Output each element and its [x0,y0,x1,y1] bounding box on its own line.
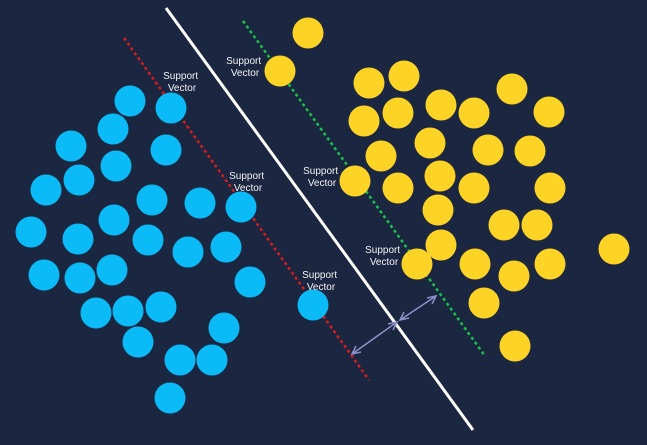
class-b-point [388,60,420,92]
class-a-point [145,291,177,323]
class-b-point [422,194,454,226]
class-b-point [514,135,546,167]
class-b-point [533,96,565,128]
class-b-point [458,172,490,204]
class-b-point [339,165,371,197]
class-b-points [264,17,630,362]
support-vector-label-1: Support Vector [163,71,201,94]
class-a-point [208,312,240,344]
class-a-point [184,187,216,219]
class-a-point [64,262,96,294]
class-a-point [172,236,204,268]
class-a-point [234,266,266,298]
margin-arrow-right [398,294,438,322]
support-vector-label-5: Support Vector [365,245,403,268]
class-b-point [499,330,531,362]
class-a-point [100,150,132,182]
class-a-point [97,113,129,145]
class-b-point [488,209,520,241]
class-a-point [63,164,95,196]
class-b-point [425,89,457,121]
class-b-point [458,97,490,129]
class-a-point [122,326,154,358]
class-b-point [382,172,414,204]
class-b-point [425,229,457,261]
class-a-point [210,231,242,263]
class-a-points [15,85,329,414]
support-vector-label-6: Support Vector [302,270,340,293]
class-b-point [365,140,397,172]
class-a-point [15,216,47,248]
class-b-point [472,134,504,166]
class-b-point [414,127,446,159]
hyperplane-line [164,7,475,431]
class-a-point [196,344,228,376]
support-vector-label-4: Support Vector [303,166,341,189]
class-b-point [353,67,385,99]
class-a-point [62,223,94,255]
class-a-point [297,289,329,321]
class-a-point [28,259,60,291]
class-b-point [598,233,630,265]
class-a-point [114,85,146,117]
class-b-point [401,248,433,280]
class-a-point [132,224,164,256]
class-a-point [155,92,187,124]
class-a-point [150,134,182,166]
class-b-point [496,73,528,105]
margin-arrow-left [350,320,399,356]
class-b-point [382,97,414,129]
class-b-point [424,160,456,192]
class-a-point [136,184,168,216]
class-b-point [292,17,324,49]
class-b-point [468,287,500,319]
support-vector-label-3: Support Vector [229,171,267,194]
class-b-point [534,172,566,204]
class-a-point [80,297,112,329]
class-a-point [225,191,257,223]
class-a-point [154,382,186,414]
class-b-point [498,260,530,292]
class-a-point [96,254,128,286]
class-b-point [521,209,553,241]
class-a-point [55,130,87,162]
class-a-point [30,174,62,206]
class-a-point [98,204,130,236]
class-a-point [112,295,144,327]
class-b-point [534,248,566,280]
support-vector-label-2: Support Vector [226,56,264,79]
class-b-point [348,105,380,137]
class-a-point [164,344,196,376]
class-b-point [459,248,491,280]
class-b-point [264,55,296,87]
